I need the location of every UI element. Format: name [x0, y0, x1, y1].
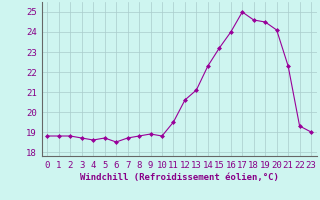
X-axis label: Windchill (Refroidissement éolien,°C): Windchill (Refroidissement éolien,°C): [80, 173, 279, 182]
